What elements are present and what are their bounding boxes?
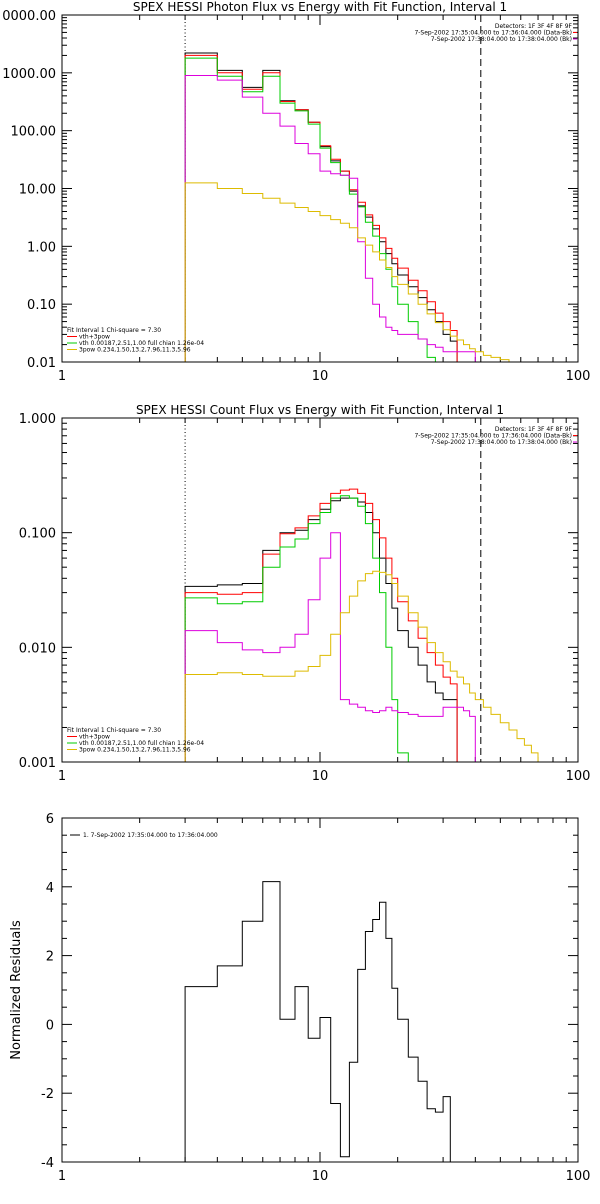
x-tick-label: 100 xyxy=(566,369,591,384)
y-tick-label: 1000.00 xyxy=(2,67,56,82)
x-tick-label: 100 xyxy=(566,769,591,784)
y-tick-label: 6 xyxy=(46,812,54,827)
fit-legend-entry: vth 0.00187,2.51,1.00 full chian 1.26e-0… xyxy=(79,740,204,747)
x-tick-label: 10 xyxy=(312,369,329,384)
x-tick-label: 100 xyxy=(566,1169,591,1184)
series-line-0 xyxy=(184,881,451,1162)
fit-legend-entry: 3pow 0.234,1.50,13.2,7.96,11.3,5.96 xyxy=(79,347,191,354)
count-flux-panel: SPEX HESSI Count Flux vs Energy with Fit… xyxy=(19,403,591,784)
series-group xyxy=(184,488,547,762)
series-line-3 xyxy=(184,532,476,762)
x-tick-label: 10 xyxy=(312,769,329,784)
plot-frame xyxy=(61,14,579,363)
y-tick-label: -2 xyxy=(41,1087,54,1102)
info-line: 7-Sep-2002 17:38:04.000 to 17:38:04.000 … xyxy=(431,439,572,446)
series-line-1 xyxy=(184,54,458,362)
y-tick-label: 0.001 xyxy=(19,756,56,771)
fit-legend-header: Fit Interval 1 Chi-square = 7.30 xyxy=(67,727,161,734)
fit-legend-entry: vth+3pow xyxy=(79,334,110,341)
series-line-0 xyxy=(184,497,458,762)
y-tick-label: 0.10 xyxy=(27,298,56,313)
fit-legend-entry: vth 0.00187,2.51,1.00 full chian 1.26e-0… xyxy=(79,340,204,347)
residuals-panel: 1 10 100 -4 -2 0 2 4 6 Normalized Residuals 1. 7-S… xyxy=(9,812,590,1184)
y-tick-label: 0000.00 xyxy=(2,9,56,24)
info-line: Detectors: 1F 3F 4F 8F 9F xyxy=(495,426,573,433)
y-tick-label: 0.01 xyxy=(27,356,56,371)
series-group xyxy=(184,52,518,362)
y-tick-label: 0.010 xyxy=(19,641,56,656)
x-tick-label: 1 xyxy=(58,369,66,384)
chart-title: SPEX HESSI Photon Flux vs Energy with Fi… xyxy=(133,0,507,14)
x-tick-label: 1 xyxy=(58,1169,66,1184)
fit-legend-entry: 3pow 0.234,1.50,13.2,7.96,11.3,5.96 xyxy=(79,747,191,754)
series-line-0 xyxy=(184,52,458,362)
photon-flux-panel: SPEX HESSI Photon Flux vs Energy with Fi… xyxy=(2,0,590,384)
y-tick-label: 0.100 xyxy=(19,527,56,542)
y-tick-label: 1.000 xyxy=(19,412,56,427)
series-line-4 xyxy=(184,182,518,362)
x-tick-label: 1 xyxy=(58,769,66,784)
chart-title: SPEX HESSI Count Flux vs Energy with Fit… xyxy=(136,403,504,417)
info-line: 7-Sep-2002 17:38:04.000 to 17:38:04.000 … xyxy=(431,36,572,43)
series-line-4 xyxy=(184,570,547,762)
series-line-2 xyxy=(184,57,436,362)
fit-legend-header: Fit Interval 1 Chi-square = 7.30 xyxy=(67,327,161,334)
y-tick-label: 1.00 xyxy=(27,240,56,255)
y-tick-label: 100.00 xyxy=(11,125,57,140)
x-tick-label: 10 xyxy=(312,1169,329,1184)
series-line-1 xyxy=(184,488,458,762)
plot-frame xyxy=(61,417,579,763)
y-tick-label: 0 xyxy=(46,1018,54,1033)
series-line-2 xyxy=(184,495,409,762)
fit-legend-entry: vth+3pow xyxy=(79,734,110,741)
info-line: 7-Sep-2002 17:35:04.000 to 17:36:04.000 … xyxy=(414,433,572,440)
y-axis-label: Normalized Residuals xyxy=(9,920,24,1060)
y-tick-label: 2 xyxy=(46,950,54,965)
info-line: 7-Sep-2002 17:35:04.000 to 17:36:04.000 … xyxy=(414,30,572,37)
plot-frame xyxy=(61,817,579,1163)
y-tick-label: -4 xyxy=(41,1156,54,1171)
series-group xyxy=(184,881,451,1162)
legend-entry: 1. 7-Sep-2002 17:35:04.000 to 17:36:04.0… xyxy=(83,832,218,839)
info-line: Detectors: 1F 3F 4F 8F 9F xyxy=(495,23,573,30)
y-tick-label: 4 xyxy=(46,881,54,896)
series-line-3 xyxy=(184,75,476,362)
y-tick-label: 10.00 xyxy=(19,183,56,198)
